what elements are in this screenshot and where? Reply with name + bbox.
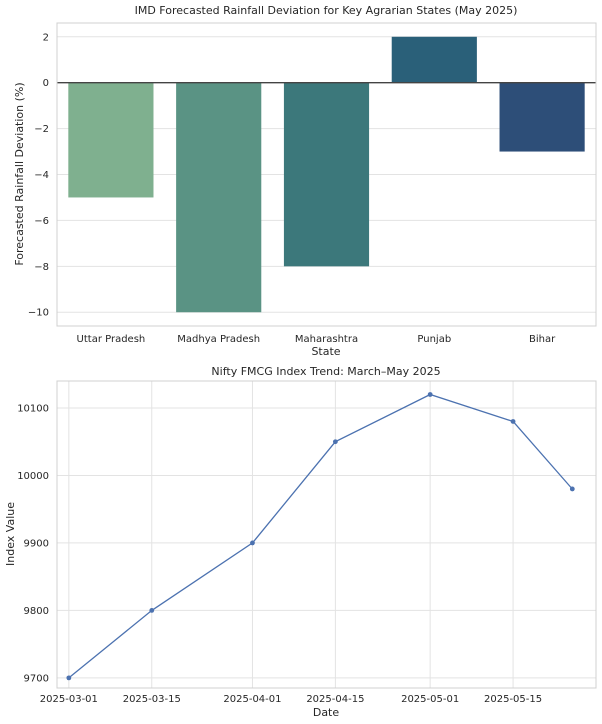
chart2-point bbox=[149, 608, 155, 613]
chart1-y-tick-label: 2 bbox=[43, 32, 49, 43]
chart1-bar bbox=[176, 82, 262, 313]
chart1-y-tick-label: −10 bbox=[28, 308, 49, 319]
chart1-x-tick-label: Punjab bbox=[417, 334, 451, 345]
chart1-x-ticks: Uttar Pradesh Madhya Pradesh Maharashtra Pu… bbox=[77, 334, 557, 345]
chart2-y-tick-label: 10100 bbox=[17, 403, 49, 414]
chart1-bar bbox=[68, 82, 154, 198]
chart2-point bbox=[332, 439, 338, 445]
chart1-x-tick-label: Bihar bbox=[529, 334, 556, 345]
chart2-points bbox=[66, 392, 575, 681]
chart1-title: IMD Forecasted Rainfall Deviation for Ke… bbox=[135, 4, 518, 17]
chart1-x-tick-label: Maharashtra bbox=[295, 334, 358, 345]
chart1-bar bbox=[391, 36, 477, 83]
chart2-point bbox=[427, 392, 433, 397]
chart2-y-tick-label: 9800 bbox=[24, 606, 49, 617]
chart2-y-axis-label: Index Value bbox=[4, 502, 17, 566]
chart2-point bbox=[510, 419, 516, 424]
chart2-plot-frame bbox=[56, 380, 597, 689]
chart2-x-ticks: 2025-03-01 2025-03-15 2025-04-01 2025-04-15… bbox=[40, 694, 542, 705]
chart1-y-ticks: 2 0 −2 −4 −6 −8 −10 bbox=[28, 32, 49, 318]
nifty-fmcg-line-chart: Nifty FMCG Index Trend: March–May 2025 9… bbox=[4, 365, 597, 719]
chart2-x-tick-label: 2025-05-15 bbox=[484, 694, 542, 705]
chart1-y-axis-label: Forecasted Rainfall Deviation (%) bbox=[13, 82, 26, 265]
chart2-point bbox=[66, 675, 72, 681]
chart2-y-tick-label: 9900 bbox=[24, 538, 49, 549]
chart1-bar bbox=[499, 82, 585, 152]
chart1-x-axis-label: State bbox=[311, 345, 340, 358]
chart1-y-tick-label: 0 bbox=[43, 78, 49, 89]
chart2-y-tick-label: 9700 bbox=[24, 673, 49, 684]
chart1-y-tick-label: −4 bbox=[34, 170, 49, 181]
chart2-x-tick-label: 2025-03-15 bbox=[123, 694, 181, 705]
chart2-x-tick-label: 2025-03-01 bbox=[40, 694, 98, 705]
rainfall-deviation-bar-chart: IMD Forecasted Rainfall Deviation for Ke… bbox=[13, 4, 597, 358]
chart1-x-tick-label: Uttar Pradesh bbox=[77, 334, 146, 345]
chart2-x-tick-label: 2025-05-01 bbox=[401, 694, 459, 705]
chart1-bar bbox=[283, 82, 370, 267]
chart1-x-tick-label: Madhya Pradesh bbox=[177, 334, 260, 345]
chart2-y-ticks: 9700 9800 9900 10000 10100 bbox=[17, 403, 49, 684]
chart2-point bbox=[250, 540, 255, 546]
chart1-plot-frame bbox=[56, 22, 597, 327]
chart1-y-tick-label: −2 bbox=[34, 124, 49, 135]
chart1-y-tick-label: −8 bbox=[34, 262, 49, 273]
chart2-x-tick-label: 2025-04-01 bbox=[223, 694, 281, 705]
chart2-x-axis-label: Date bbox=[313, 706, 340, 719]
chart2-point bbox=[569, 486, 575, 492]
chart2-title: Nifty FMCG Index Trend: March–May 2025 bbox=[211, 365, 440, 378]
chart2-y-tick-label: 10000 bbox=[17, 471, 49, 482]
chart2-gridlines bbox=[57, 381, 596, 688]
chart1-bars bbox=[57, 36, 596, 313]
chart2-x-tick-label: 2025-04-15 bbox=[306, 694, 364, 705]
chart1-y-tick-label: −6 bbox=[34, 216, 49, 227]
chart2-series-line bbox=[68, 393, 573, 679]
